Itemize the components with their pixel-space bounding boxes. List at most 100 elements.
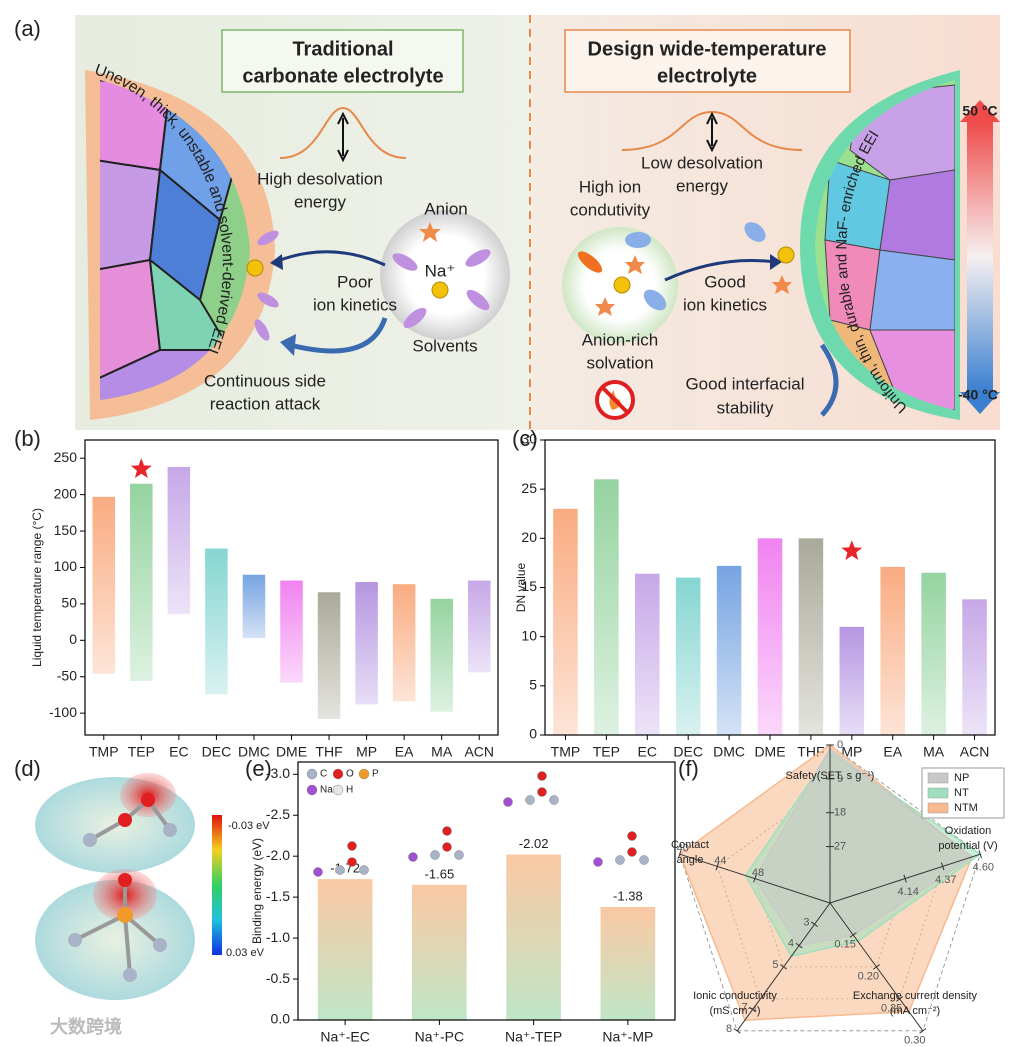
kinetics-label: Poor — [337, 272, 373, 291]
conductivity-label: condutivity — [570, 200, 651, 219]
radar-tick — [753, 874, 757, 883]
y-tick-label: 100 — [54, 558, 78, 574]
anion-icon — [625, 255, 645, 274]
solvation-label: Anion-rich — [582, 330, 659, 349]
x-tick-label: EA — [395, 744, 414, 760]
bar — [962, 599, 987, 735]
legend-label: NTM — [954, 802, 978, 814]
solvent — [392, 253, 418, 271]
bar — [716, 565, 742, 735]
anion-icon — [595, 297, 615, 316]
nonflammable-slash — [600, 385, 630, 415]
legend-swatch — [927, 802, 949, 814]
panel-label: (b) — [14, 426, 41, 451]
x-tick-label: THF — [315, 744, 342, 760]
radar-tick-label: 48 — [752, 867, 764, 879]
y-tick-label: -1.0 — [266, 929, 290, 945]
x-tick-label: DEC — [202, 744, 232, 760]
y-tick-label: 0 — [69, 631, 77, 647]
x-tick-label: MP — [841, 744, 862, 760]
energy-arrow-heads — [337, 111, 349, 163]
y-tick-label: -3.0 — [266, 765, 290, 781]
bar — [880, 566, 905, 735]
plot-frame — [297, 761, 676, 1021]
radar-tick-label: 9 — [837, 773, 843, 785]
title-right: Design wide-temperature — [588, 38, 827, 60]
stability-label: Good interfacial — [685, 374, 804, 393]
y-tick-label: 0 — [529, 726, 537, 742]
radar-tick — [795, 942, 803, 949]
x-tick-label: MA — [923, 744, 945, 760]
radar-tick-label: 27 — [834, 840, 846, 852]
solvent — [403, 307, 427, 329]
x-tick-label: DME — [754, 744, 785, 760]
molecule-atom — [627, 847, 637, 857]
range-bar — [317, 592, 341, 719]
x-tick-label: DMC — [713, 744, 745, 760]
molecule-atom — [313, 867, 323, 877]
temperature-arrow-down — [960, 392, 1000, 414]
hemisphere-right — [815, 80, 955, 410]
x-tick-label: TEP — [128, 744, 155, 760]
x-tick-label: Na⁺-TEP — [505, 1029, 562, 1045]
radar-tick — [715, 862, 720, 871]
conductivity-label: High ion — [579, 177, 641, 196]
stability-label: stability — [717, 398, 774, 417]
y-tick-label: 25 — [521, 480, 537, 496]
legend-label: Na — [320, 785, 333, 796]
radar-tick-label: 7 — [741, 1002, 747, 1014]
y-tick-label: -2.0 — [266, 847, 290, 863]
arrow-head — [270, 254, 283, 270]
range-bar — [280, 580, 303, 683]
legend-swatch — [927, 772, 949, 784]
legend-label: P — [372, 769, 379, 780]
y-tick-label: 10 — [521, 627, 537, 643]
legend-label: H — [346, 785, 353, 796]
range-bar — [355, 582, 378, 705]
y-tick-label: -50 — [57, 667, 77, 683]
esp-scale-top: -0.03 eV — [228, 820, 270, 832]
energy-arrow-heads — [706, 111, 718, 153]
kinetics-arrow — [274, 250, 386, 267]
radar-tick — [919, 1028, 927, 1034]
value-label: -1.65 — [425, 866, 455, 881]
legend-swatch — [332, 768, 344, 780]
x-tick-label: Na⁺-MP — [602, 1029, 653, 1045]
range-bar — [130, 483, 153, 682]
legend-swatch — [332, 784, 344, 796]
bar — [412, 884, 467, 1020]
solvent — [577, 251, 603, 273]
energy-label: energy — [294, 192, 346, 211]
solvents-label: Solvents — [412, 336, 477, 355]
radar-axis-label: (mA cm⁻²) — [890, 1005, 940, 1017]
range-bar — [167, 466, 191, 615]
title-box-right — [564, 29, 851, 93]
molecule-atom — [347, 857, 357, 867]
legend-swatch — [306, 784, 318, 796]
radar-tick-label: 4 — [788, 938, 794, 950]
bar — [317, 879, 373, 1020]
radar-tick-label: 0.25 — [881, 1003, 902, 1015]
range-bar — [392, 584, 416, 702]
title-box-left — [221, 29, 464, 93]
side-reaction-label: Continuous side — [204, 371, 326, 390]
molecule-atom — [454, 850, 464, 860]
anion-icon — [772, 275, 792, 294]
legend-label: C — [320, 769, 327, 780]
radar-tick-label: 8 — [726, 1023, 732, 1035]
solvation-sphere — [380, 210, 510, 340]
energy-curve — [279, 106, 407, 159]
radar-tick-label: 3 — [803, 916, 809, 928]
title-right: electrolyte — [657, 65, 757, 87]
radar-tick — [896, 996, 904, 1002]
y-tick-label: 30 — [521, 431, 537, 447]
panel-label: (f) — [678, 756, 699, 781]
y-axis-label: Binding energy (eV) — [250, 838, 264, 944]
solvation-label: solvation — [586, 353, 653, 372]
radar-tick — [780, 964, 788, 970]
radar-tick — [749, 1006, 757, 1013]
temp-high: 50 °C — [962, 103, 997, 119]
radar-tick-label: 0.20 — [858, 971, 879, 983]
range-bar — [242, 574, 266, 639]
radar-tick — [978, 850, 982, 859]
